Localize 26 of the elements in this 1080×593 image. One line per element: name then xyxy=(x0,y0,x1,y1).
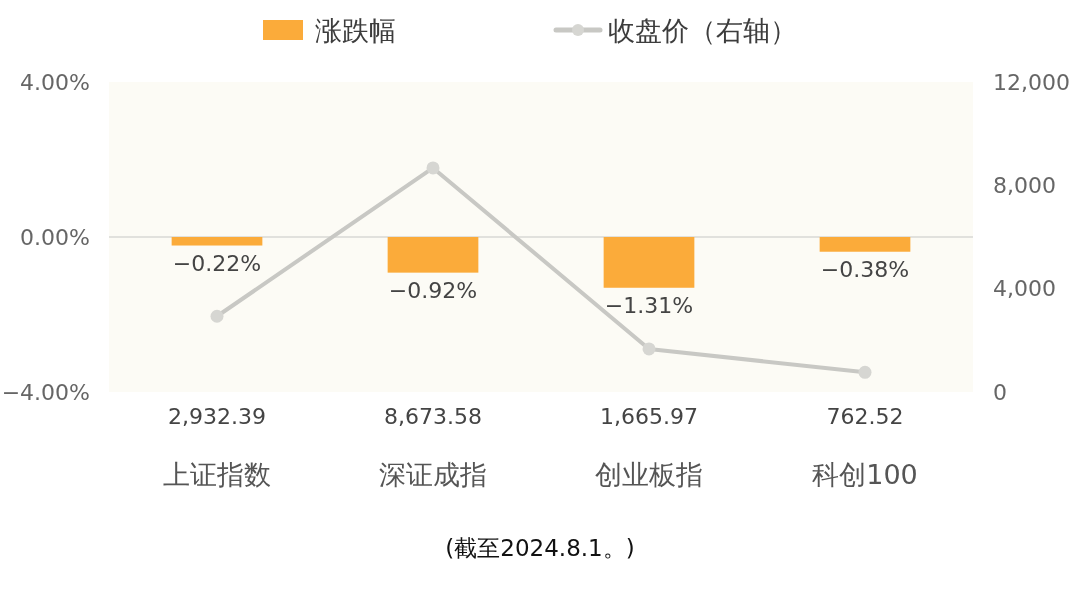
data-label: −0.92% xyxy=(388,277,478,303)
y2-tick-label: 12,000 xyxy=(993,69,1070,95)
y-tick-label: 4.00% xyxy=(20,69,90,95)
point xyxy=(210,309,224,323)
data-label: 2,932.39 xyxy=(168,403,266,429)
x-tick-label: 科创100 xyxy=(812,458,918,490)
point xyxy=(426,161,440,175)
x-tick-label: 深证成指 xyxy=(379,458,487,490)
y2-tick-label: 0 xyxy=(993,379,1007,405)
x-tick-label: 创业板指 xyxy=(595,458,703,490)
point xyxy=(642,342,656,356)
y-tick-label: 0.00% xyxy=(20,224,90,250)
data-label: 762.52 xyxy=(826,403,904,429)
x-tick-label: 上证指数 xyxy=(163,458,271,490)
y-tick-label: −4.00% xyxy=(1,379,90,405)
point xyxy=(858,365,872,379)
legend-label: 涨跌幅 xyxy=(315,14,396,46)
data-label: 8,673.58 xyxy=(384,403,482,429)
legend-label: 收盘价（右轴） xyxy=(608,14,797,46)
data-label: −0.38% xyxy=(820,256,910,282)
y2-tick-label: 4,000 xyxy=(993,276,1056,302)
y2-tick-label: 8,000 xyxy=(993,172,1056,198)
text: (截至2024.8.1。) xyxy=(445,535,635,561)
data-label: −1.31% xyxy=(604,292,694,318)
data-label: 1,665.97 xyxy=(600,403,698,429)
data-label: −0.22% xyxy=(172,250,262,276)
